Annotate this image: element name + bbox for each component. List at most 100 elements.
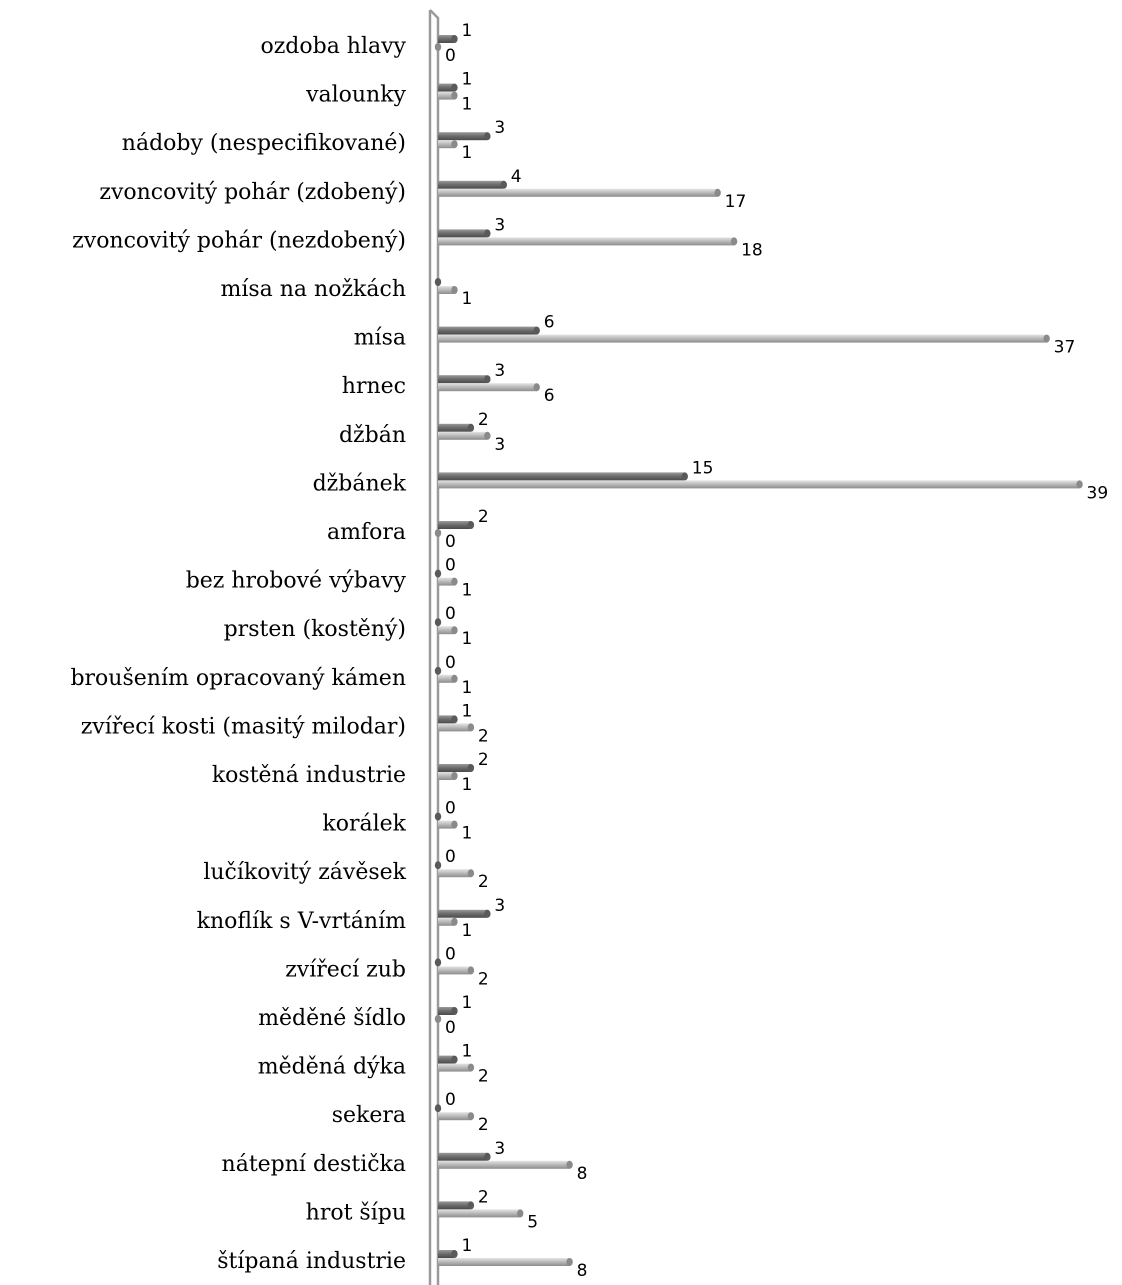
data-label: 0 bbox=[445, 847, 456, 867]
bar-body bbox=[438, 1160, 570, 1169]
bar-body bbox=[438, 1152, 488, 1161]
data-label: 3 bbox=[494, 435, 505, 455]
bar bbox=[438, 180, 507, 189]
bar-cap bbox=[451, 91, 458, 100]
bar-body bbox=[438, 1112, 471, 1121]
value-labels: 1011314173181637362315392001010112210102… bbox=[445, 21, 1108, 1281]
bar-cap bbox=[467, 521, 475, 529]
bar bbox=[438, 1063, 475, 1072]
bar-body bbox=[438, 764, 471, 772]
bar bbox=[434, 1104, 442, 1113]
data-label: 15 bbox=[692, 458, 714, 478]
bar-body bbox=[438, 1063, 471, 1072]
bar-body bbox=[438, 626, 455, 635]
bar-cap bbox=[1043, 334, 1050, 343]
category-label: broušením opracovaný kámen bbox=[70, 666, 406, 691]
bar bbox=[438, 1258, 573, 1266]
category-label: hrot šípu bbox=[306, 1200, 406, 1225]
bar-cap bbox=[451, 820, 458, 829]
bar bbox=[434, 569, 442, 578]
data-label: 0 bbox=[445, 532, 456, 552]
data-label: 37 bbox=[1054, 338, 1076, 358]
bar-cap bbox=[451, 286, 458, 294]
bar-cap bbox=[451, 674, 458, 683]
data-label: 39 bbox=[1087, 483, 1109, 503]
bar bbox=[438, 674, 458, 683]
data-label: 0 bbox=[445, 799, 456, 819]
bar-body bbox=[438, 1258, 570, 1266]
data-label: 1 bbox=[461, 824, 472, 844]
data-label: 0 bbox=[445, 46, 456, 66]
data-label: 3 bbox=[494, 215, 505, 235]
bar bbox=[438, 237, 738, 246]
bar-body bbox=[438, 772, 455, 780]
bar bbox=[438, 91, 458, 100]
bar-cap bbox=[451, 772, 458, 780]
data-label: 0 bbox=[445, 1018, 456, 1038]
bar bbox=[438, 1209, 524, 1218]
bar-cap bbox=[451, 35, 458, 43]
bar-cap bbox=[467, 423, 475, 432]
bar-cap bbox=[484, 132, 491, 141]
category-label: prsten (kostěný) bbox=[224, 617, 406, 642]
bar bbox=[438, 1112, 475, 1121]
bar-cap bbox=[434, 861, 442, 870]
data-label: 6 bbox=[544, 313, 555, 333]
category-label: amfora bbox=[327, 520, 406, 545]
category-label: nádoby (nespecifikované) bbox=[122, 131, 406, 156]
bar-cap bbox=[434, 618, 442, 627]
bar-cap bbox=[434, 278, 442, 286]
bar-cap bbox=[434, 958, 442, 967]
data-label: 1 bbox=[461, 1236, 472, 1256]
data-label: 1 bbox=[461, 289, 472, 309]
data-label: 1 bbox=[461, 993, 472, 1013]
bar-cap bbox=[451, 83, 458, 92]
category-label: hrnec bbox=[342, 374, 406, 399]
bar-body bbox=[438, 715, 455, 724]
data-label: 3 bbox=[494, 118, 505, 138]
data-label: 1 bbox=[461, 1042, 472, 1062]
data-label: 2 bbox=[478, 1115, 489, 1135]
data-label: 8 bbox=[577, 1164, 588, 1184]
data-label: 2 bbox=[478, 410, 489, 430]
bar bbox=[438, 480, 1083, 489]
bar-cap bbox=[434, 569, 442, 578]
y-axis-wall bbox=[428, 9, 440, 1285]
category-label: lučíkovitý závěsek bbox=[203, 860, 406, 885]
bar bbox=[438, 764, 475, 772]
bar-body bbox=[438, 966, 471, 975]
data-label: 1 bbox=[461, 95, 472, 115]
bar-body bbox=[438, 1055, 455, 1064]
axis bbox=[428, 9, 440, 1285]
bar-cap bbox=[451, 917, 458, 926]
bar-body bbox=[438, 472, 685, 481]
data-label: 2 bbox=[478, 1187, 489, 1207]
bar-body bbox=[438, 521, 471, 529]
bar-body bbox=[438, 237, 735, 246]
data-label: 1 bbox=[461, 701, 472, 721]
data-label: 1 bbox=[461, 143, 472, 163]
category-label: zvoncovitý pohár (nezdobený) bbox=[72, 228, 406, 253]
bar-cap bbox=[484, 431, 491, 440]
bar-body bbox=[438, 334, 1047, 343]
bar bbox=[438, 423, 475, 432]
bar-body bbox=[438, 674, 455, 683]
bar bbox=[438, 772, 458, 780]
data-label: 17 bbox=[725, 192, 747, 212]
bar-cap bbox=[500, 180, 507, 189]
bar bbox=[438, 1055, 458, 1064]
category-label: nátepní destička bbox=[222, 1152, 406, 1177]
category-label: štípaná industrie bbox=[217, 1249, 406, 1274]
data-label: 5 bbox=[527, 1212, 538, 1232]
category-label: ozdoba hlavy bbox=[260, 34, 406, 59]
bar-cap bbox=[451, 1007, 458, 1015]
bar-body bbox=[438, 1201, 471, 1210]
bar-cap bbox=[451, 1250, 458, 1258]
data-label: 0 bbox=[445, 1090, 456, 1110]
data-label: 2 bbox=[478, 872, 489, 892]
bar-cap bbox=[533, 383, 540, 392]
category-label: valounky bbox=[305, 83, 406, 108]
bar-body bbox=[438, 917, 455, 926]
bar bbox=[438, 229, 491, 238]
data-label: 1 bbox=[461, 775, 472, 795]
